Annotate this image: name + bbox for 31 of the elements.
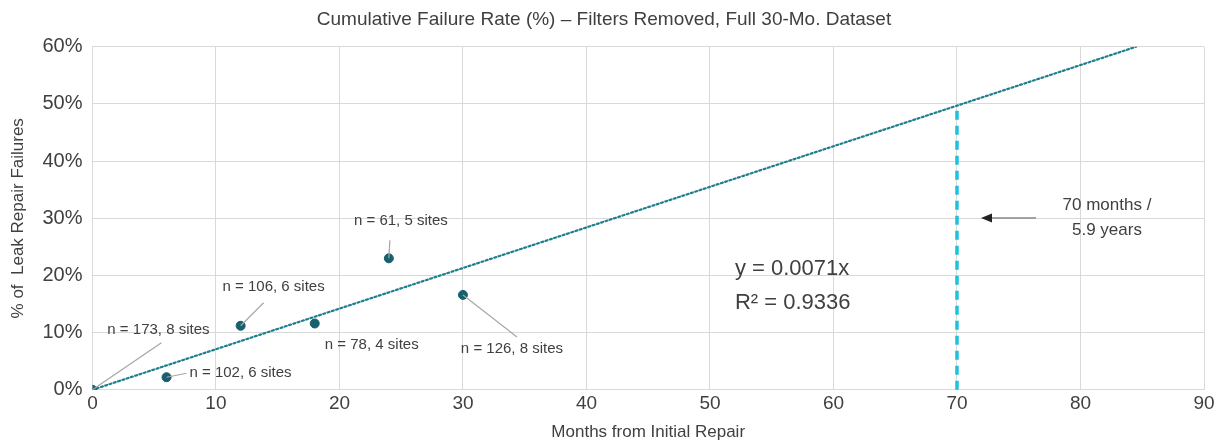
y-tick-label: 60% [42, 34, 83, 57]
x-tick-label: 20 [328, 392, 351, 414]
point [309, 318, 320, 329]
point [161, 372, 172, 383]
x-tick-label: 80 [1069, 392, 1092, 414]
annotation: n = 78, 4 sites [324, 334, 419, 352]
annotation: y = 0.0071x R² = 0.9336 [734, 254, 851, 314]
y-tick-label: 30% [42, 205, 83, 228]
annotation: n = 126, 8 sites [460, 339, 564, 357]
x-tick-label: 10 [205, 392, 227, 414]
x-tick-label: 60 [822, 392, 845, 414]
y-tick-label: 0% [53, 377, 83, 400]
x-tick-label: 50 [699, 392, 721, 414]
x-tick-label: 70 [946, 392, 968, 414]
chart-title: Cumulative Failure Rate (%) – Filters Removed, Full 30-Mo. Dataset [316, 7, 892, 29]
annotation: n = 173, 8 sites [107, 319, 210, 337]
annotation: n = 106, 6 sites [222, 276, 325, 294]
x-tick-label: 40 [575, 392, 598, 414]
annotation: n = 102, 6 sites [189, 363, 292, 381]
y-tick-label: 20% [42, 262, 83, 285]
y-tick-label: 10% [42, 320, 83, 343]
x-axis-title: Months from Initial Repair [551, 422, 746, 442]
x-tick-label: 90 [1193, 392, 1215, 414]
y-tick-label: 50% [42, 91, 83, 114]
x-tick-label: 30 [452, 392, 474, 414]
y-tick-label: 40% [42, 148, 83, 171]
annotation: n = 61, 5 sites [353, 211, 448, 229]
point [457, 289, 468, 300]
y-axis-title: % of Leak Repair Failures [7, 118, 27, 319]
annotation: 70 months / 5.9 years [1062, 194, 1152, 239]
x-tick-label: 0 [87, 392, 98, 414]
